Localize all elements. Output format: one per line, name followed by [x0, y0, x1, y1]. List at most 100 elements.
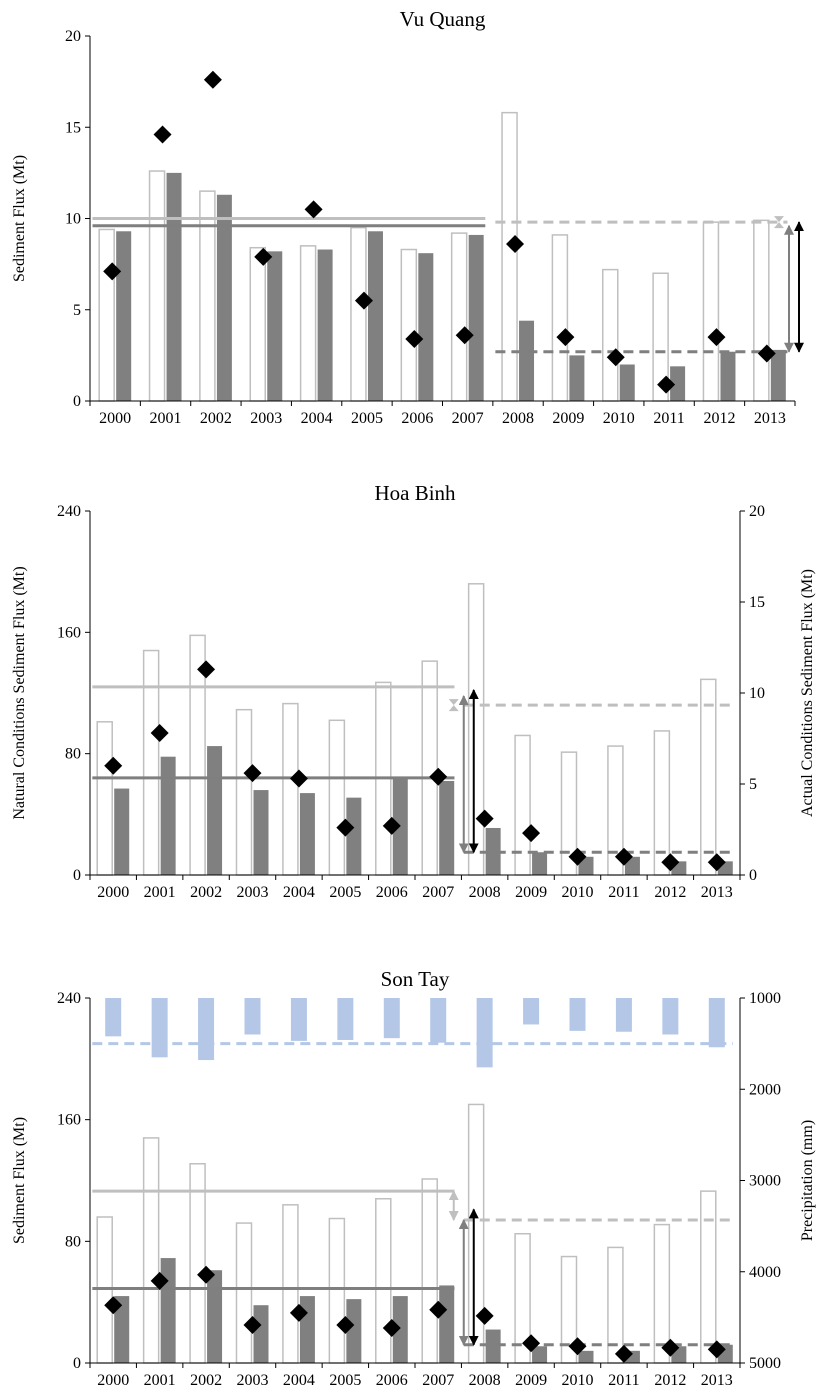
data-point [104, 1296, 123, 1315]
panel-hoa-binh: Hoa Binh 0 80 160 240 0 5 10 15 20 2000 2001 2002 200… [11, 481, 816, 901]
change-arrow-marker [448, 699, 459, 712]
y2-tick-label: 20 [749, 503, 765, 520]
y2-tick-label: 0 [749, 867, 757, 884]
actual-bar [317, 249, 333, 401]
precipitation-bar [244, 998, 261, 1035]
data-point [661, 1338, 680, 1357]
data-point [197, 1265, 216, 1284]
precipitation-bar [708, 998, 725, 1048]
data-point [556, 328, 575, 347]
x-tick-label: 2008 [502, 410, 534, 427]
x-tick-label: 2006 [376, 884, 408, 901]
precipitation-bar [105, 998, 122, 1037]
natural-bar [199, 190, 216, 402]
natural-bar [350, 226, 367, 402]
x-tick-label: 2011 [653, 410, 684, 427]
precipitation-bar [151, 998, 168, 1058]
y2-tick-label: 3000 [749, 1173, 781, 1190]
natural-bar [142, 1137, 160, 1364]
x-tick-label: 2012 [654, 884, 686, 901]
natural-bar [702, 221, 720, 402]
natural-bar [602, 268, 619, 402]
x-tick-label: 2001 [150, 410, 182, 427]
natural-bar [96, 1216, 113, 1364]
precipitation-bar [290, 998, 307, 1041]
actual-bar [299, 1296, 315, 1363]
y2-tick-label: 1000 [749, 990, 781, 1007]
natural-bar [282, 1204, 299, 1364]
natural-bar [467, 583, 485, 876]
data-point [405, 329, 424, 348]
y-tick-label: 5 [73, 302, 81, 319]
y-tick-label: 0 [73, 393, 81, 410]
data-point [506, 235, 525, 254]
x-tick-label: 2004 [301, 410, 333, 427]
x-tick-label: 2006 [401, 410, 433, 427]
y-tick-label: 240 [57, 503, 81, 520]
y-tick-label: 0 [73, 1355, 81, 1372]
panel-vu-quang: Vu Quang 0 5 10 15 20 2000 2001 2002 2003 2004 2005… [11, 7, 804, 427]
precipitation-bar [337, 998, 354, 1040]
x-tick-label: 2000 [99, 410, 131, 427]
x-tick-label: 2003 [237, 1372, 269, 1389]
precipitation-bar [615, 998, 632, 1032]
y2-tick-label: 4000 [749, 1264, 781, 1281]
data-point [614, 847, 633, 866]
x-tick-label: 2013 [701, 1372, 733, 1389]
natural-bar [148, 170, 166, 402]
y-tick-label: 160 [57, 1112, 81, 1129]
natural-bar [328, 1217, 346, 1364]
actual-bar [216, 194, 232, 401]
data-point [606, 348, 625, 367]
data-point [203, 70, 222, 89]
data-point [254, 247, 273, 266]
y2-tick-label: 5000 [749, 1355, 781, 1372]
y-axis-label: Sediment Flux (Mt) [11, 155, 28, 282]
natural-bar [467, 1103, 485, 1364]
natural-bar [753, 219, 770, 402]
actual-bar [624, 856, 640, 875]
data-point [382, 816, 401, 835]
actual-bar [367, 231, 383, 401]
actual-bar [485, 827, 501, 875]
y2-tick-label: 5 [749, 776, 757, 793]
x-tick-label: 2001 [144, 1372, 176, 1389]
actual-bar [485, 1329, 501, 1363]
data-point [336, 1315, 355, 1334]
x-tick-label: 2009 [515, 1372, 547, 1389]
natural-bar [501, 111, 518, 402]
data-point [522, 824, 541, 843]
actual-bar [532, 1346, 548, 1363]
y2-tick-label: 15 [749, 594, 765, 611]
y-tick-label: 15 [65, 119, 81, 136]
data-point [197, 660, 216, 679]
precipitation-bar [662, 998, 679, 1035]
x-tick-label: 2007 [452, 410, 484, 427]
x-tick-label: 2008 [469, 1372, 501, 1389]
natural-bar [282, 702, 299, 876]
x-tick-label: 2003 [250, 410, 282, 427]
data-point [243, 1315, 262, 1334]
y-tick-label: 20 [65, 28, 81, 45]
precipitation-bar [430, 998, 447, 1043]
x-tick-label: 2009 [515, 884, 547, 901]
actual-bar [392, 777, 408, 875]
x-tick-label: 2009 [552, 410, 584, 427]
natural-bar [299, 245, 317, 402]
y-tick-label: 240 [57, 990, 81, 1007]
natural-bar [249, 246, 266, 402]
actual-bar [207, 1270, 223, 1363]
data-point [475, 1306, 494, 1325]
data-point [150, 724, 169, 743]
natural-bar [421, 660, 438, 876]
data-point [757, 344, 776, 363]
x-tick-label: 2010 [562, 1372, 594, 1389]
actual-bar [346, 797, 362, 875]
actual-bar [670, 366, 686, 401]
data-point [707, 1340, 726, 1359]
data-point [153, 125, 172, 144]
precipitation-bar [523, 998, 540, 1025]
x-tick-label: 2004 [283, 884, 315, 901]
x-tick-label: 2007 [422, 884, 454, 901]
natural-bar [328, 719, 346, 876]
